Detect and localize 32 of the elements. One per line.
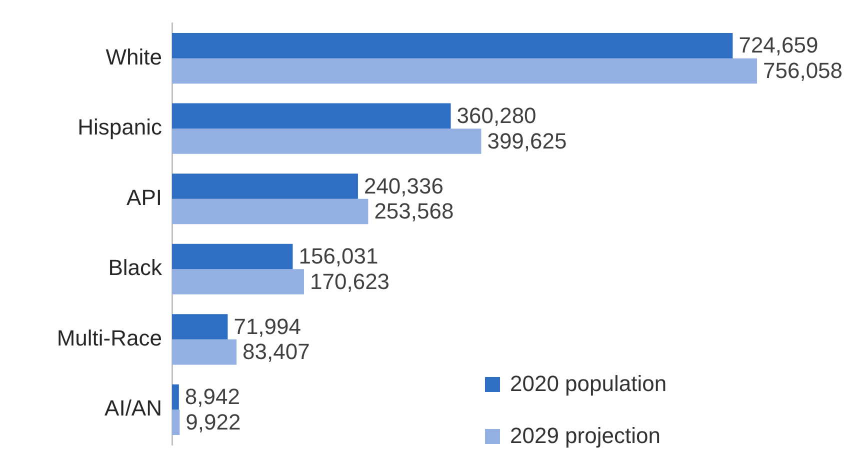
legend-label: 2029 projection (510, 423, 660, 449)
data-label: 71,994 (234, 314, 301, 339)
data-label: 8,942 (184, 384, 240, 410)
y-tick-label: AI/AN (104, 396, 162, 421)
data-label: 156,031 (298, 244, 378, 269)
data-label: 360,280 (456, 103, 536, 128)
y-tick-label: Multi-Race (56, 325, 162, 350)
y-tick-label: White (106, 44, 162, 70)
bar (172, 269, 304, 294)
bar (172, 198, 368, 224)
legend-label: 2020 population (510, 371, 667, 397)
bar (172, 33, 733, 58)
bar (172, 103, 451, 129)
bar (172, 174, 358, 199)
data-label: 253,568 (374, 198, 454, 224)
bar (172, 384, 179, 410)
bar (172, 339, 237, 365)
data-label: 399,625 (487, 128, 567, 154)
bar (172, 410, 180, 435)
bar (172, 58, 757, 84)
data-label: 170,623 (310, 268, 390, 294)
y-tick-label: Black (108, 255, 163, 280)
y-tick-label: API (126, 184, 162, 210)
data-label: 9,922 (186, 409, 241, 434)
data-label: 83,407 (242, 339, 310, 364)
data-label: 724,659 (738, 32, 818, 58)
y-tick-label: Hispanic (78, 114, 162, 140)
data-label: 240,336 (364, 173, 444, 198)
bar (172, 244, 293, 270)
bar (172, 128, 482, 154)
bar (172, 314, 228, 340)
data-label: 756,058 (763, 58, 843, 84)
